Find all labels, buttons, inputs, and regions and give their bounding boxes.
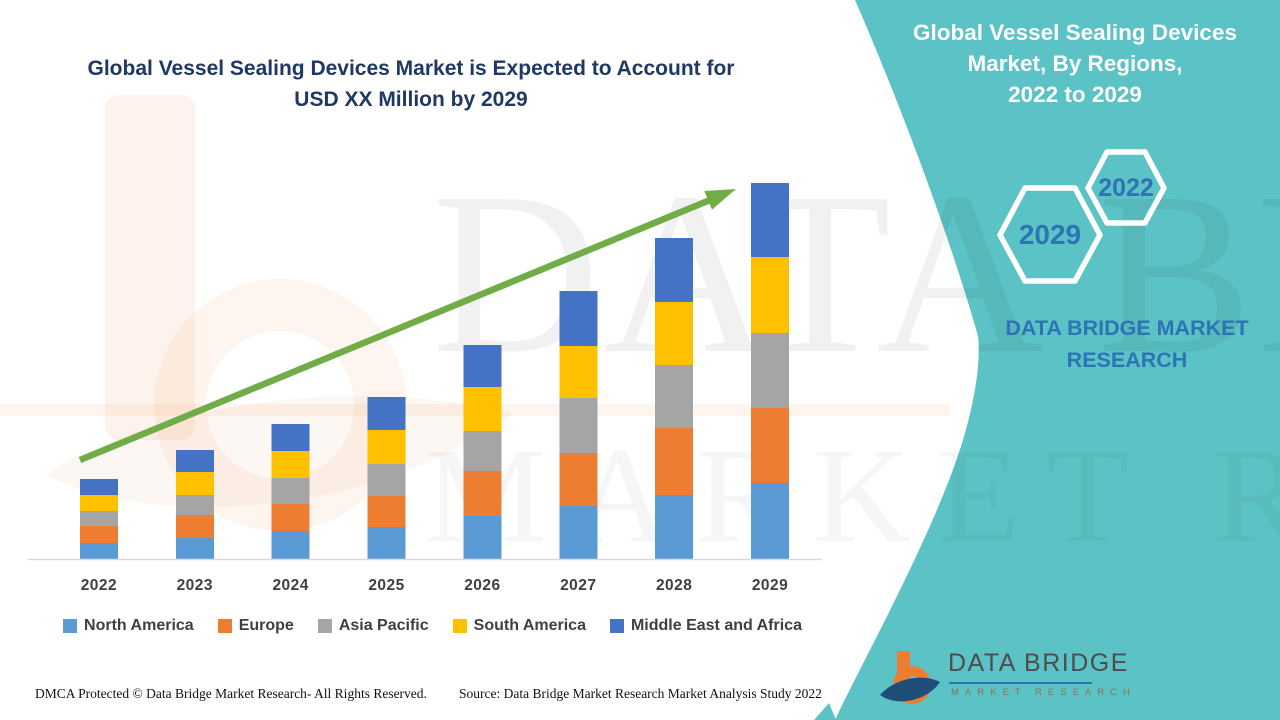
legend-label-middle-east-and-africa: Middle East and Africa [630,617,802,634]
logo-b-icon [880,651,940,704]
x-label-2025: 2025 [368,577,405,594]
bar-segment-2024-europe [271,504,310,531]
bar-segment-2024-asia-pacific [271,478,310,504]
logo-title: DATA BRIDGE [948,649,1129,677]
bar-segment-2022-middle-east-and-africa [80,479,118,495]
legend-item-asia-pacific: Asia Pacific [317,617,429,635]
chart-legend: North America Europe Asia Pacific South Ame… [40,617,825,635]
bar-segment-2024-north-america [271,531,310,559]
trend-arrow [78,189,736,464]
hexagon-2022-label: 2022 [1098,174,1154,202]
x-label-2028: 2028 [655,577,693,594]
bar-segment-2022-europe [80,526,118,543]
chart-title-line2: USD XX Million by 2029 [294,88,528,111]
company-logo: DATA BRIDGE MARKET RESEARCH [878,646,1208,716]
brand-wordmark-line1: DATA BRIDGE MARKET [1005,316,1249,340]
x-label-2024: 2024 [272,577,309,594]
panel-heading-line3: 2022 to 2029 [1008,82,1142,107]
logo-divider [949,682,1092,684]
chart-title-line1: Global Vessel Sealing Devices Market is … [87,57,735,80]
x-label-2023: 2023 [176,577,214,594]
bar-segment-2023-south-america [175,472,214,495]
bar-segment-2026-middle-east-and-africa [463,345,502,387]
legend-label-asia-pacific: Asia Pacific [338,617,429,634]
legend-label-south-america: South America [473,617,586,634]
legend-swatch-europe [217,619,232,633]
x-label-2022: 2022 [80,577,118,594]
legend-label-north-america: North America [84,617,194,634]
bar-segment-2029-middle-east-and-africa [751,183,789,257]
bar-segment-2025-middle-east-and-africa [367,397,406,430]
brand-wordmark: DATA BRIDGE MARKET RESEARCH [1002,312,1252,376]
bar-segment-2023-europe [175,515,214,538]
brand-wordmark-line2: RESEARCH [1066,348,1188,372]
bar-segment-2028-europe [655,428,694,495]
legend-swatch-south-america [452,619,467,633]
footer-dmca-text: DMCA Protected © Data Bridge Market Rese… [35,686,427,701]
bar-segment-2024-south-america [271,451,310,478]
x-label-2027: 2027 [560,577,597,594]
x-axis-labels: 2022 2023 2024 2025 2026 2027 2028 2029 [51,577,818,595]
bar-segment-2022-asia-pacific [80,511,118,526]
legend-swatch-north-america [63,619,78,633]
panel-heading-line1: Global Vessel Sealing Devices [913,20,1237,45]
hexagon-2029: 2029 [997,185,1103,284]
teal-corner-sliver [814,703,836,720]
legend-item-middle-east-and-africa: Middle East and Africa [609,617,802,635]
bar-segment-2022-south-america [80,495,118,511]
bar-segment-2025-europe [367,496,406,527]
bar-segment-2027-north-america [559,506,598,559]
bar-segment-2023-middle-east-and-africa [175,450,214,472]
bar-segment-2025-north-america [367,527,406,559]
legend-swatch-asia-pacific [317,619,332,633]
panel-heading-line2: Market, By Regions, [967,51,1183,76]
panel-heading: Global Vessel Sealing Devices Market, By… [895,17,1255,110]
bar-segment-2023-asia-pacific [175,495,214,515]
bar-segment-2027-asia-pacific [559,398,598,453]
bar-segment-2029-europe [751,408,789,483]
x-label-2029: 2029 [751,577,789,594]
bar-segment-2028-asia-pacific [655,365,694,428]
bar-segment-2026-north-america [463,516,502,559]
chart-title: Global Vessel Sealing Devices Market is … [45,53,777,115]
hexagon-2022: 2022 [1085,149,1167,226]
bar-segment-2027-middle-east-and-africa [559,291,598,346]
bar-segment-2027-south-america [559,346,598,398]
legend-item-north-america: North America [63,617,194,635]
bar-segment-2028-south-america [655,302,694,365]
legend-label-europe: Europe [238,617,294,634]
x-label-2026: 2026 [464,577,501,594]
bar-segment-2029-north-america [751,483,789,559]
bar-segment-2029-south-america [751,257,789,333]
footer-source-text: Source: Data Bridge Market Research Mark… [459,686,822,701]
bar-segment-2026-europe [463,471,502,516]
bar-segment-2028-middle-east-and-africa [655,238,694,302]
legend-item-south-america: South America [452,617,586,635]
bar-segment-2029-asia-pacific [751,333,789,408]
bar-segment-2028-north-america [655,495,694,559]
bar-segment-2026-asia-pacific [463,431,502,471]
hexagon-2029-label: 2029 [1019,219,1081,250]
bar-segment-2027-europe [559,453,598,506]
bar-segment-2025-south-america [367,430,406,464]
bar-segment-2026-south-america [463,387,502,431]
bar-segment-2022-north-america [80,543,118,559]
year-hexagons: 2022 2029 [997,149,1167,284]
legend-swatch-middle-east-and-africa [609,619,624,633]
bar-segment-2023-north-america [175,538,214,559]
legend-item-europe: Europe [217,617,294,635]
logo-subtitle: MARKET RESEARCH [951,687,1136,698]
bar-segment-2025-asia-pacific [367,464,406,496]
bar-segment-2024-middle-east-and-africa [271,424,310,451]
